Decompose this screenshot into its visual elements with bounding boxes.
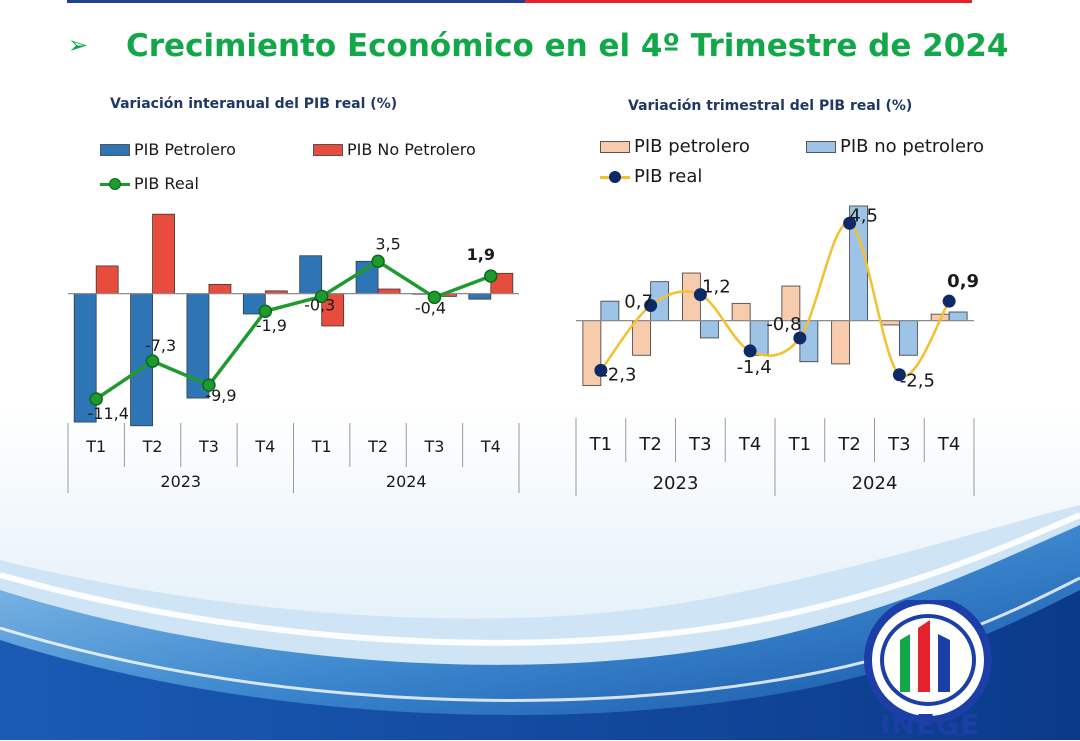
chart1-category-label: T3 [423, 437, 444, 456]
chart1-group-label: 2023 [160, 472, 201, 491]
chart1-point-8 [484, 269, 498, 283]
chart2-category-label: T4 [738, 434, 761, 455]
chart1-data-label-7: -0,4 [415, 298, 446, 317]
chart2-point-4 [743, 344, 757, 358]
chart2-bar-pib-no-petrolero-1 [600, 300, 620, 322]
chart2-legend-pib-real-label: PIB real [634, 166, 703, 187]
chart2-point-5 [793, 331, 807, 345]
chart1-point-7 [427, 290, 442, 305]
chart2-data-label-7: -2,5 [900, 371, 935, 392]
chart2-data-label-2: 0,7 [624, 291, 653, 312]
chart2-legend-pib-real: PIB real [600, 166, 702, 187]
chart1-legend-pib-real: PIB Real [100, 174, 199, 193]
chart1-point-1 [89, 392, 103, 406]
chart2-group-label: 2024 [852, 473, 898, 494]
chart2-category-label: T4 [937, 434, 960, 455]
chart1-data-label-3: -9,9 [205, 386, 236, 405]
chart1-group-label: 2024 [386, 472, 427, 491]
bullet-arrow-icon: ➢ [68, 31, 89, 59]
chart1-category-label: T3 [198, 437, 219, 456]
chart2-legend-no-petrolero-swatch [806, 140, 836, 153]
chart2-category-label: T1 [589, 434, 612, 455]
chart2-category-label: T3 [887, 434, 910, 455]
chart2-bar-pib-petrolero-6 [831, 320, 851, 365]
chart2-data-label-6: 4,5 [849, 205, 878, 226]
chart2-group-label: 2023 [653, 473, 699, 494]
chart1-legend-petrolero-swatch [100, 143, 130, 156]
chart2-legend-pib-real-swatch [600, 170, 630, 183]
chart1-category-label: T4 [480, 437, 501, 456]
chart2-title: Variación trimestral del PIB real (%) [628, 98, 913, 114]
chart1-point-4 [258, 304, 273, 318]
chart1-data-label-8: 1,9 [467, 245, 495, 264]
chart2-point-3 [693, 288, 707, 302]
chart1-legend-petrolero-label: PIB Petrolero [134, 140, 236, 159]
chart2-data-label-8: 0,9 [947, 271, 979, 292]
chart2-category-label: T1 [788, 434, 811, 455]
inege-logo-icon [864, 600, 992, 724]
chart1-legend-petrolero: PIB Petrolero [100, 140, 236, 159]
chart1-category-label: T4 [254, 437, 275, 456]
chart1-line-pib-real [95, 259, 492, 401]
chart2-bar-pib-no-petrolero-7 [898, 320, 918, 356]
chart2-category-label: T2 [837, 434, 860, 455]
chart2-legend-no-petrolero: PIB no petrolero [806, 136, 984, 157]
chart1-data-label-5: -0,3 [304, 295, 335, 314]
top-bar-red [525, 0, 972, 3]
chart1-category-label: T1 [85, 437, 106, 456]
chart1-legend-no-petrolero: PIB No Petrolero [313, 140, 476, 159]
chart2-point-7 [892, 368, 906, 382]
chart2-point-8 [942, 294, 956, 308]
chart2-bar-pib-petrolero-4 [731, 302, 751, 322]
chart1-point-5 [314, 289, 329, 304]
chart1-category-label: T2 [142, 437, 163, 456]
chart1-data-label-6: 3,5 [375, 234, 400, 253]
chart2-legend-petrolero-label: PIB petrolero [634, 136, 750, 157]
top-bar-blue [67, 0, 525, 3]
chart2-point-6 [843, 216, 857, 230]
chart1-point-6 [371, 254, 385, 269]
chart1-point-3 [202, 378, 216, 392]
chart1-legend-no-petrolero-swatch [313, 143, 343, 156]
chart1-point-2 [145, 354, 160, 368]
chart2-legend-petrolero: PIB petrolero [600, 136, 750, 157]
chart1-legend-pib-real-label: PIB Real [134, 174, 199, 193]
chart1-legend-no-petrolero-label: PIB No Petrolero [347, 140, 476, 159]
chart2-bar-pib-no-petrolero-8 [948, 311, 968, 322]
chart1-legend-pib-real-swatch [100, 177, 130, 190]
chart2-data-label-1: -2,3 [601, 364, 636, 385]
slide-title-text: Crecimiento Económico en el 4º Trimestre… [126, 28, 1009, 64]
chart2-point-1 [594, 363, 608, 377]
chart2-legend-petrolero-swatch [600, 140, 630, 153]
chart2-bar-pib-no-petrolero-3 [699, 320, 719, 339]
slide-title: ➢ Crecimiento Económico en el 4º Trimestr… [68, 28, 1008, 64]
chart1-data-label-1: -11,4 [87, 404, 128, 423]
chart1-data-label-2: -7,3 [145, 336, 176, 355]
chart1-category-label: T1 [311, 437, 332, 456]
chart2-category-label: T3 [688, 434, 711, 455]
chart1-category-label: T2 [367, 437, 388, 456]
chart2-bar-pib-petrolero-7 [880, 320, 900, 326]
chart2-category-label: T2 [638, 434, 661, 455]
chart1-title: Variación interanual del PIB real (%) [110, 96, 398, 112]
chart1-data-label-4: -1,9 [256, 316, 287, 335]
chart2-bar-pib-petrolero-2 [632, 320, 652, 356]
logo-text: INEGE [880, 708, 981, 741]
chart2-legend-no-petrolero-label: PIB no petrolero [840, 136, 985, 157]
chart2-data-label-3: 1,2 [702, 277, 731, 298]
chart2-data-label-5: -0,8 [766, 314, 801, 335]
chart2-data-label-4: -1,4 [737, 357, 772, 378]
chart2-point-2 [644, 298, 658, 312]
